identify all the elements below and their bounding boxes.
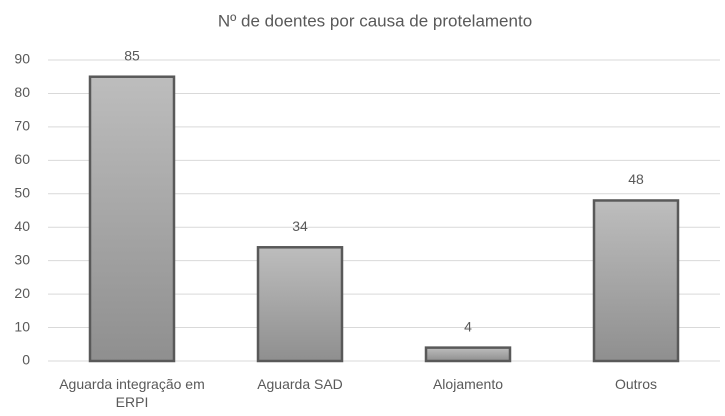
x-tick-label: Aguarda SAD — [257, 376, 343, 392]
x-tick-label: Alojamento — [432, 376, 504, 392]
data-label: 85 — [124, 47, 140, 63]
y-tick-label: 20 — [14, 285, 30, 301]
y-tick-label: 70 — [14, 118, 30, 134]
y-tick-label: 50 — [14, 184, 30, 200]
y-tick-label: 60 — [14, 151, 30, 167]
y-tick-label: 30 — [14, 251, 30, 267]
y-tick-label: 10 — [14, 318, 30, 334]
y-tick-label: 0 — [22, 352, 30, 368]
bar — [592, 199, 680, 363]
x-tick-label: Aguarda integração em ERPI — [59, 376, 205, 410]
y-tick-label: 80 — [14, 84, 30, 100]
data-label: 34 — [292, 218, 308, 234]
y-tick-label: 40 — [14, 218, 30, 234]
bar — [256, 246, 344, 363]
data-label: 4 — [464, 318, 472, 334]
bar — [88, 75, 176, 363]
y-tick-label: 90 — [14, 51, 30, 67]
data-label: 48 — [628, 171, 644, 187]
chart-title: Nº de doentes por causa de protelamento — [218, 11, 532, 30]
bar — [424, 346, 512, 363]
x-tick-label: Outros — [614, 376, 657, 392]
